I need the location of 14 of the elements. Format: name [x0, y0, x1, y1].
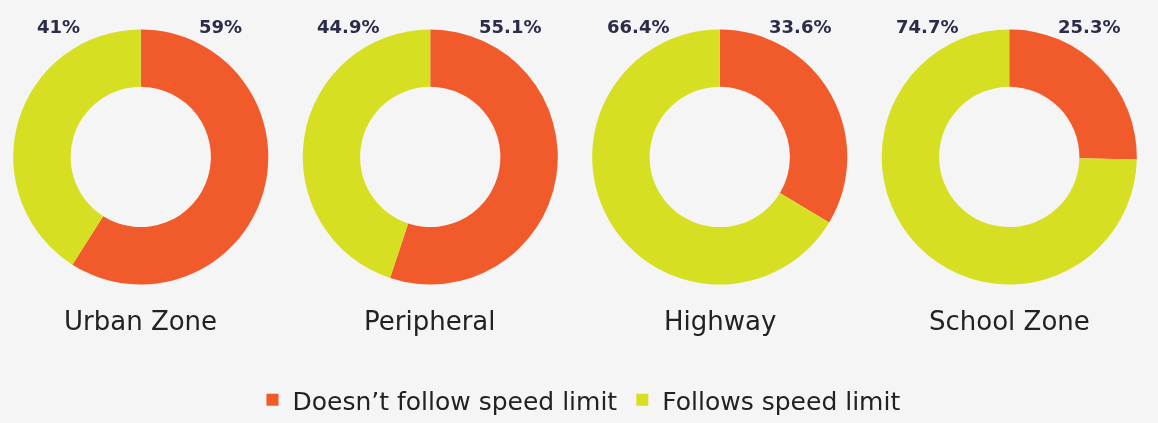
- legend-label: Doesn’t follow speed limit: [292, 386, 618, 416]
- text: School Zone: [929, 306, 1090, 336]
- text: Highway: [664, 306, 777, 336]
- data-label: 74.7%: [896, 16, 959, 37]
- data-label: 55.1%: [479, 16, 542, 37]
- data-label: 44.9%: [317, 16, 380, 37]
- legend-label: Follows speed limit: [662, 386, 901, 416]
- data-label: 25.3%: [1058, 16, 1121, 37]
- data-label: 66.4%: [607, 16, 670, 37]
- data-label: 59%: [199, 16, 243, 37]
- data-label: 41%: [37, 16, 81, 37]
- data-label: 33.6%: [769, 16, 832, 37]
- text: Peripheral: [364, 306, 496, 336]
- text: Urban Zone: [64, 306, 218, 336]
